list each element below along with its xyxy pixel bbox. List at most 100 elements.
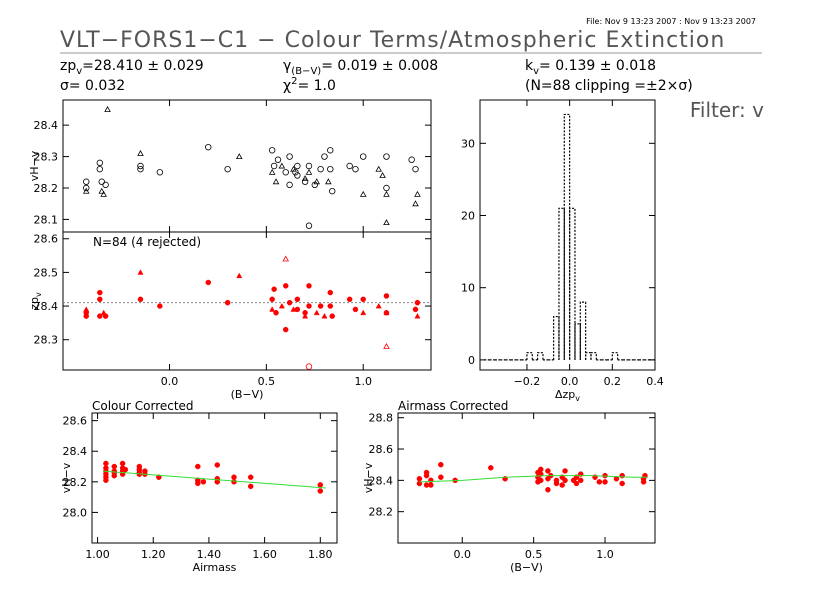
point	[305, 363, 313, 370]
plot-frame	[62, 99, 432, 233]
point	[268, 147, 276, 154]
point	[282, 326, 289, 333]
point	[282, 169, 289, 176]
figure-title: VLT−FORS1−C1 − Colour Terms/Atmospheric …	[60, 28, 725, 53]
stat-symbol: k	[525, 58, 534, 74]
point	[157, 303, 163, 309]
point	[294, 172, 301, 179]
point	[408, 156, 415, 163]
point	[383, 153, 390, 160]
point	[282, 255, 290, 262]
y-axis-label: vH−v	[362, 462, 375, 493]
point	[428, 477, 434, 484]
point	[137, 162, 144, 170]
y-tick-label: 28.0	[63, 506, 88, 519]
point	[83, 184, 90, 192]
point	[414, 299, 421, 306]
point	[553, 480, 560, 487]
point	[82, 187, 90, 194]
panel-title: Colour Corrected	[92, 399, 194, 413]
y-axis-label-text: vH−v	[60, 462, 73, 493]
point	[360, 296, 366, 303]
point	[103, 460, 109, 467]
y-tick-label: 28.6	[34, 233, 59, 246]
histogram-bar	[574, 323, 581, 360]
x-axis-label-text: (B−V)	[231, 388, 264, 401]
y-tick-label: 28.2	[63, 476, 88, 489]
x-tick-label: −0.2	[514, 375, 541, 388]
point	[596, 479, 603, 485]
histogram-bar	[585, 352, 592, 360]
point	[317, 482, 324, 488]
point	[286, 153, 293, 160]
filter-label: Filter: v	[690, 98, 764, 122]
point	[317, 303, 324, 309]
point	[538, 466, 544, 473]
point	[545, 486, 551, 493]
histogram-bar	[563, 113, 571, 360]
point	[352, 165, 359, 173]
point	[306, 303, 312, 309]
point	[423, 472, 430, 479]
y-axis-label-text: vH−v	[28, 150, 41, 181]
point	[104, 106, 111, 112]
point	[383, 190, 390, 197]
point	[305, 222, 313, 229]
x-tick-label: 1.0	[354, 375, 372, 388]
stat-text: = 1.0	[297, 78, 335, 94]
x-axis-label-text: Airmass	[193, 561, 237, 574]
point	[286, 181, 293, 189]
point	[379, 172, 386, 178]
point	[269, 306, 276, 312]
x-tick-label: 0.0	[561, 375, 579, 388]
x-axis-label-sub: v	[575, 394, 580, 403]
point	[102, 181, 109, 189]
point	[290, 306, 297, 312]
stat: zpv=28.410 ± 0.029	[60, 58, 204, 77]
point	[317, 165, 324, 173]
point	[200, 479, 207, 485]
point	[98, 178, 105, 185]
point	[205, 143, 212, 151]
histogram-bar	[553, 315, 560, 360]
point	[236, 272, 243, 279]
point	[325, 178, 332, 185]
point	[247, 474, 254, 480]
point	[224, 165, 231, 173]
point	[272, 178, 280, 185]
y-tick-label: 28.6	[63, 415, 88, 428]
point	[414, 190, 421, 197]
stat: χ2= 1.0	[283, 76, 336, 94]
point	[602, 479, 608, 485]
x-tick-label: 0.2	[604, 375, 622, 388]
y-axis-label-sub: v	[34, 292, 43, 297]
x-axis-label-text: (B−V)	[510, 561, 543, 574]
x-tick-label: 0.5	[258, 375, 276, 388]
histogram-bar	[590, 352, 597, 360]
point	[137, 269, 144, 275]
file-note: File: Nov 9 13:23 2007 : Nov 9 13:23 200…	[586, 17, 756, 26]
point	[96, 165, 103, 173]
stat-text: = 0.019 ± 0.008	[321, 58, 438, 74]
point	[559, 482, 565, 488]
point	[545, 468, 551, 474]
point	[274, 156, 282, 163]
point	[346, 162, 353, 170]
point	[412, 306, 419, 313]
point	[97, 289, 103, 296]
y-axis-label: vH−v	[28, 150, 41, 181]
histogram-bar	[579, 301, 587, 360]
histogram-bar	[537, 352, 544, 360]
point	[383, 293, 390, 299]
point	[98, 187, 106, 194]
point	[488, 465, 494, 471]
point	[100, 309, 107, 316]
x-tick-label: 0.0	[454, 548, 472, 561]
x-axis-label: (B−V)	[231, 388, 264, 401]
y-tick-label: 28.3	[34, 151, 59, 164]
point	[329, 313, 335, 319]
point	[438, 474, 444, 480]
point	[156, 169, 164, 176]
point	[562, 468, 568, 474]
